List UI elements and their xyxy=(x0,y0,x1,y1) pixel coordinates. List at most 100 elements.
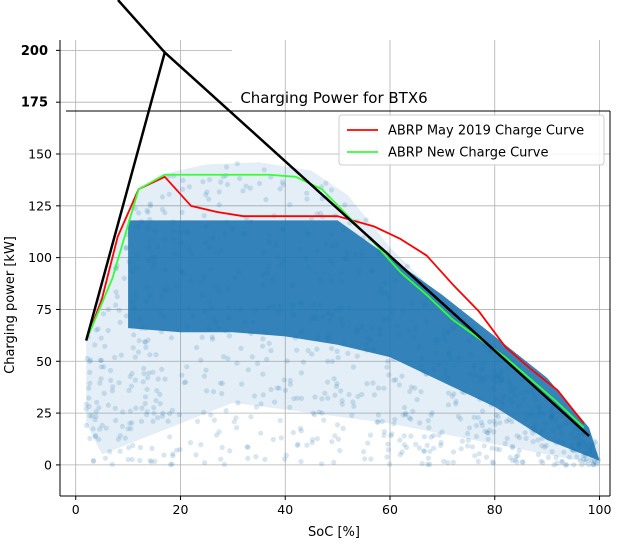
scatter-point xyxy=(120,409,126,415)
scatter-point xyxy=(488,402,495,408)
scatter-point xyxy=(152,458,158,464)
scatter-point xyxy=(590,442,596,448)
scatter-points xyxy=(83,161,602,468)
scatter-point xyxy=(260,343,266,349)
scatter-point xyxy=(499,398,505,404)
scatter-point xyxy=(183,379,189,385)
scatter-point xyxy=(129,299,135,305)
scatter-point xyxy=(300,359,307,365)
scatter-point xyxy=(466,338,472,344)
scatter-point xyxy=(472,453,478,459)
scatter-point xyxy=(275,309,281,315)
legend-label: ABRP May 2019 Charge Curve xyxy=(388,124,584,139)
scatter-point xyxy=(381,432,387,438)
scatter-point xyxy=(381,429,387,435)
scatter-point xyxy=(240,188,246,194)
scatter-point xyxy=(240,230,246,236)
scatter-point xyxy=(458,446,464,452)
scatter-point xyxy=(105,306,111,312)
scatter-point xyxy=(202,460,208,466)
scatter-point xyxy=(144,412,150,418)
scatter-point xyxy=(268,348,274,354)
scatter-point xyxy=(313,315,320,321)
scatter-point xyxy=(194,344,200,351)
scatter-point xyxy=(87,358,93,365)
y-tick-label: 50 xyxy=(36,354,52,369)
scatter-point xyxy=(233,415,239,421)
scatter-point xyxy=(208,412,214,418)
scatter-point xyxy=(325,395,331,401)
scatter-point xyxy=(491,418,497,424)
scatter-point xyxy=(561,449,567,455)
scatter-point xyxy=(530,430,536,436)
scatter-point xyxy=(419,355,425,362)
scatter-point xyxy=(532,422,538,428)
y-axis-label: Charging power [kW] xyxy=(3,236,18,374)
scatter-point xyxy=(530,439,536,445)
scatter-point xyxy=(321,417,327,423)
scatter-point xyxy=(224,164,230,170)
scatter-point xyxy=(247,185,253,191)
scatter-point xyxy=(516,435,523,441)
scatter-point xyxy=(535,437,541,443)
scatter-point xyxy=(375,385,382,391)
scatter-point xyxy=(408,433,414,439)
scatter-point xyxy=(222,231,228,237)
scatter-point xyxy=(277,303,283,309)
scatter-point xyxy=(218,248,224,254)
scatter-point xyxy=(494,375,500,381)
scatter-point xyxy=(201,273,207,280)
scatter-point xyxy=(328,232,335,238)
scatter-point xyxy=(129,370,135,376)
scatter-point xyxy=(566,454,572,460)
scatter-point xyxy=(159,413,165,419)
scatter-point xyxy=(453,398,459,404)
scatter-point xyxy=(558,424,565,430)
scatter-point xyxy=(225,315,231,321)
scatter-point xyxy=(282,456,288,462)
scatter-point xyxy=(267,239,273,245)
series-layer xyxy=(84,0,590,437)
scatter-point xyxy=(407,388,413,395)
scatter-point xyxy=(482,428,488,434)
scatter-point xyxy=(289,283,295,289)
y-tick-label: 100 xyxy=(28,250,52,265)
scatter-point xyxy=(446,350,452,356)
scatter-point xyxy=(134,251,140,257)
scatter-point xyxy=(279,227,285,233)
chart-title: Charging Power for BTX6 xyxy=(240,89,427,107)
scatter-point xyxy=(138,418,145,424)
scatter-point xyxy=(117,319,123,325)
scatter-point xyxy=(549,414,555,420)
scatter-point xyxy=(529,386,535,392)
scatter-point xyxy=(445,402,452,408)
scatter-point xyxy=(365,335,371,341)
scatter-point xyxy=(129,456,135,463)
scatter-point xyxy=(577,444,583,450)
scatter-point xyxy=(254,360,261,366)
scatter-point xyxy=(445,330,451,336)
scatter-point xyxy=(145,209,151,215)
scatter-point xyxy=(96,436,102,442)
scatter-point xyxy=(260,283,266,289)
scatter-point xyxy=(267,232,273,238)
scatter-point xyxy=(493,412,499,418)
scatter-point xyxy=(87,380,93,386)
scatter-point xyxy=(158,293,165,299)
scatter-point xyxy=(227,448,233,454)
scatter-point xyxy=(142,339,149,345)
scatter-point xyxy=(295,441,301,447)
scatter-point xyxy=(144,285,150,291)
scatter-point xyxy=(590,462,597,468)
scatter-point xyxy=(338,278,345,284)
scatter-point xyxy=(571,462,577,468)
scatter-point xyxy=(521,396,527,402)
scatter-point xyxy=(277,186,283,192)
scatter-point xyxy=(208,305,214,311)
scatter-point xyxy=(478,378,485,384)
scatter-point xyxy=(305,347,311,354)
scatter-point xyxy=(133,265,140,271)
scatter-point xyxy=(385,441,391,447)
scatter-point xyxy=(428,412,434,418)
scatter-point xyxy=(287,381,294,387)
